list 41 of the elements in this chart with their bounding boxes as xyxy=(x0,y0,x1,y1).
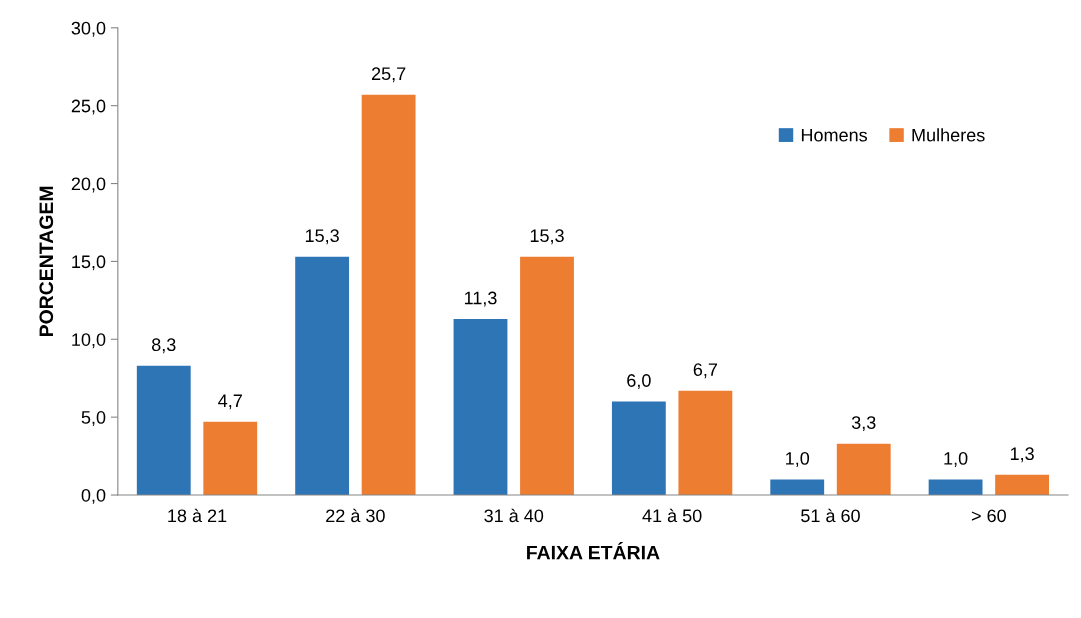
x-tick-label: 51 à 60 xyxy=(801,508,860,523)
x-tick-label: 22 à 30 xyxy=(326,508,385,523)
bar xyxy=(928,479,983,496)
y-tick-label: 20,0 xyxy=(71,177,106,193)
bar xyxy=(836,443,891,496)
y-tick-label: 0,0 xyxy=(81,488,106,504)
data-label: 1,0 xyxy=(786,451,810,467)
y-tick-label: 15,0 xyxy=(72,255,106,271)
y-tick-label: 10,0 xyxy=(72,333,106,349)
y-axis-title: PORCENTAGEM xyxy=(39,186,54,337)
x-axis-title: FAIXA ETÁRIA xyxy=(527,542,660,560)
data-label: 1,0 xyxy=(944,451,968,467)
data-label: 11,3 xyxy=(464,291,497,307)
data-label: 6,0 xyxy=(627,374,651,390)
bar xyxy=(295,256,350,496)
bar xyxy=(520,256,574,496)
bar xyxy=(203,421,258,496)
data-label: 15,3 xyxy=(530,229,564,245)
bar xyxy=(453,319,508,496)
bar xyxy=(361,94,416,496)
x-tick-label: 18 à 21 xyxy=(168,508,227,523)
y-tick-label: 25,0 xyxy=(71,99,106,115)
data-label: 1,3 xyxy=(1010,447,1034,463)
bar xyxy=(611,401,666,496)
x-tick-label: > 60 xyxy=(971,509,1006,523)
x-tick-label: 31 à 40 xyxy=(484,508,544,523)
data-label: 15,3 xyxy=(305,229,339,245)
x-tick-label: 41 à 50 xyxy=(642,508,702,523)
data-label: 6,7 xyxy=(693,363,718,379)
y-tick-label: 5,0 xyxy=(81,411,106,426)
data-label: 25,7 xyxy=(371,67,406,83)
bar xyxy=(678,390,733,496)
bar xyxy=(995,474,1050,496)
data-label: 4,7 xyxy=(218,394,242,410)
legend-label: Mulheres xyxy=(912,128,985,142)
y-tick-label: 30,0 xyxy=(71,21,106,37)
legend-label: Homens xyxy=(801,128,868,142)
data-label: 8,3 xyxy=(151,338,176,354)
data-label: 3,3 xyxy=(851,416,876,432)
bar xyxy=(136,365,191,496)
bar xyxy=(770,479,825,496)
